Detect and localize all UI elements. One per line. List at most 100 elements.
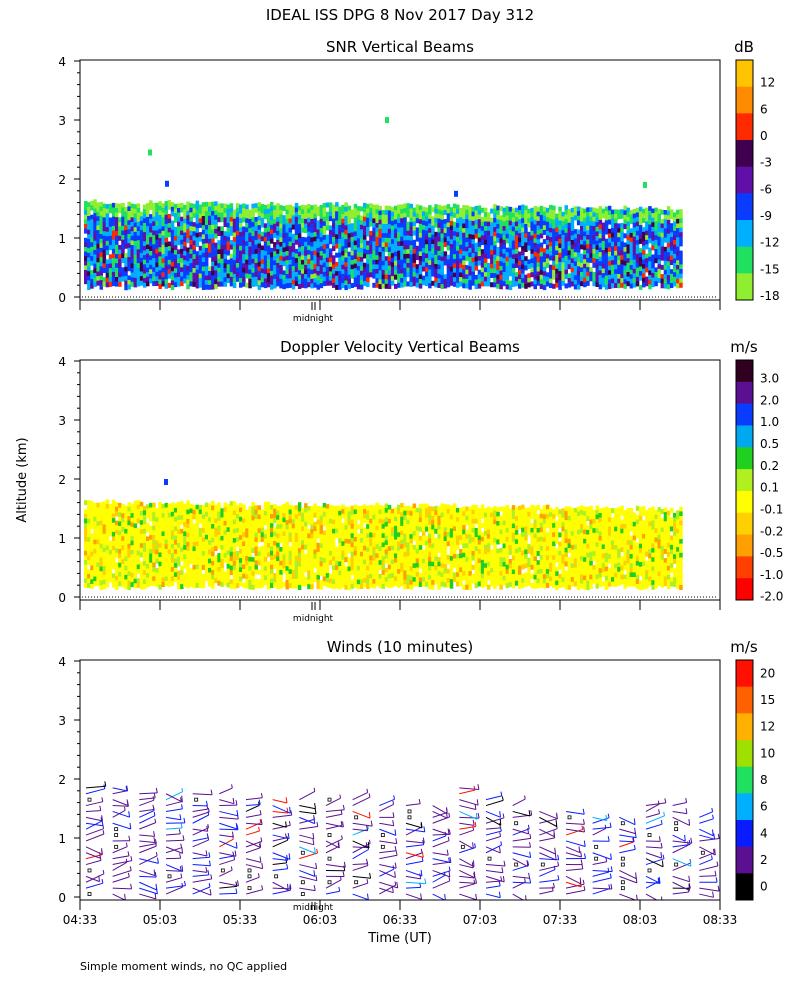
field-cell: [567, 232, 572, 237]
field-cell: [214, 573, 218, 579]
field-cell: [260, 532, 265, 538]
field-cell: [136, 513, 141, 519]
field-cell: [297, 228, 302, 234]
field-cell: [220, 568, 224, 574]
field-cell: [170, 202, 175, 208]
field-cell: [133, 282, 138, 288]
field-cell: [235, 541, 240, 547]
field-cell: [217, 507, 221, 513]
field-cell: [530, 217, 534, 222]
field-cell: [170, 271, 175, 277]
field-cell: [604, 284, 609, 290]
field-cell: [214, 233, 218, 239]
field-cell: [387, 219, 392, 225]
field-cell: [90, 200, 94, 206]
field-cell: [297, 571, 302, 577]
field-cell: [611, 283, 615, 289]
field-cell: [87, 546, 91, 552]
field-cell: [363, 513, 367, 519]
field-cell: [514, 235, 519, 241]
field-cell: [217, 263, 221, 269]
field-cell: [127, 234, 131, 239]
field-cell: [232, 269, 237, 275]
field-cell: [180, 239, 184, 245]
field-cell: [102, 565, 107, 571]
field-cell: [146, 253, 150, 259]
field-cell: [487, 281, 491, 287]
field-cell: [607, 247, 612, 253]
field-cell: [589, 271, 593, 277]
field-cell: [468, 229, 472, 235]
field-cell: [583, 282, 587, 288]
field-cell: [536, 211, 541, 217]
field-cell: [530, 244, 534, 250]
field-cell: [561, 225, 565, 231]
field-cell: [359, 533, 364, 539]
field-cell: [440, 247, 444, 253]
field-cell: [189, 582, 193, 588]
field-cell: [282, 526, 286, 532]
field-cell: [629, 237, 634, 243]
field-cell: [93, 539, 97, 545]
field-cell: [186, 500, 190, 506]
field-cell: [449, 225, 454, 231]
field-cell: [397, 227, 401, 233]
field-cell: [493, 217, 497, 223]
field-cell: [459, 249, 463, 255]
field-cell: [356, 584, 361, 590]
field-cell: [313, 282, 317, 288]
field-cell: [490, 250, 494, 255]
field-cell: [118, 254, 122, 260]
field-cell: [530, 267, 534, 273]
field-cell: [273, 228, 277, 234]
field-cell: [279, 246, 283, 252]
field-cell: [220, 203, 224, 209]
field-cell: [102, 515, 107, 521]
field-cell: [353, 532, 358, 538]
field-cell: [270, 555, 274, 561]
field-cell: [623, 214, 627, 220]
field-cell: [369, 504, 373, 510]
field-cell: [471, 211, 475, 217]
field-cell: [158, 256, 162, 262]
field-cell: [511, 240, 516, 246]
field-cell: [149, 218, 153, 224]
field-cell: [167, 558, 172, 564]
field-cell: [297, 502, 302, 508]
field-cell: [133, 273, 138, 279]
field-cell: [356, 256, 361, 262]
field-cell: [180, 244, 184, 250]
field-cell: [183, 572, 187, 578]
colorbar-frame: [735, 59, 754, 301]
field-cell: [254, 272, 258, 278]
field-cell: [235, 235, 240, 241]
field-cell: [127, 238, 131, 244]
field-cell: [611, 237, 615, 243]
field-cell: [530, 226, 534, 232]
field-cell: [545, 281, 550, 287]
field-cell: [223, 240, 227, 246]
field-cell: [235, 578, 240, 584]
field-cell: [149, 581, 153, 587]
field-cell: [558, 238, 562, 244]
field-cell: [542, 206, 547, 212]
field-cell: [180, 570, 184, 576]
field-cell: [347, 224, 351, 230]
field-cell: [139, 211, 144, 217]
field-cell: [245, 236, 249, 242]
field-cell: [363, 216, 367, 222]
field-cell: [102, 547, 107, 553]
field-cell: [319, 228, 324, 233]
field-cell: [214, 210, 218, 216]
field-cell: [276, 221, 280, 227]
field-cell: [201, 220, 206, 226]
field-cell: [527, 273, 531, 279]
field-cell: [648, 252, 652, 258]
field-cell: [201, 523, 206, 529]
field-cell: [304, 237, 308, 243]
field-cell: [580, 216, 584, 222]
field-cell: [421, 206, 426, 212]
field-cell: [657, 259, 661, 265]
field-cell: [133, 500, 138, 506]
field-cell: [223, 231, 227, 237]
